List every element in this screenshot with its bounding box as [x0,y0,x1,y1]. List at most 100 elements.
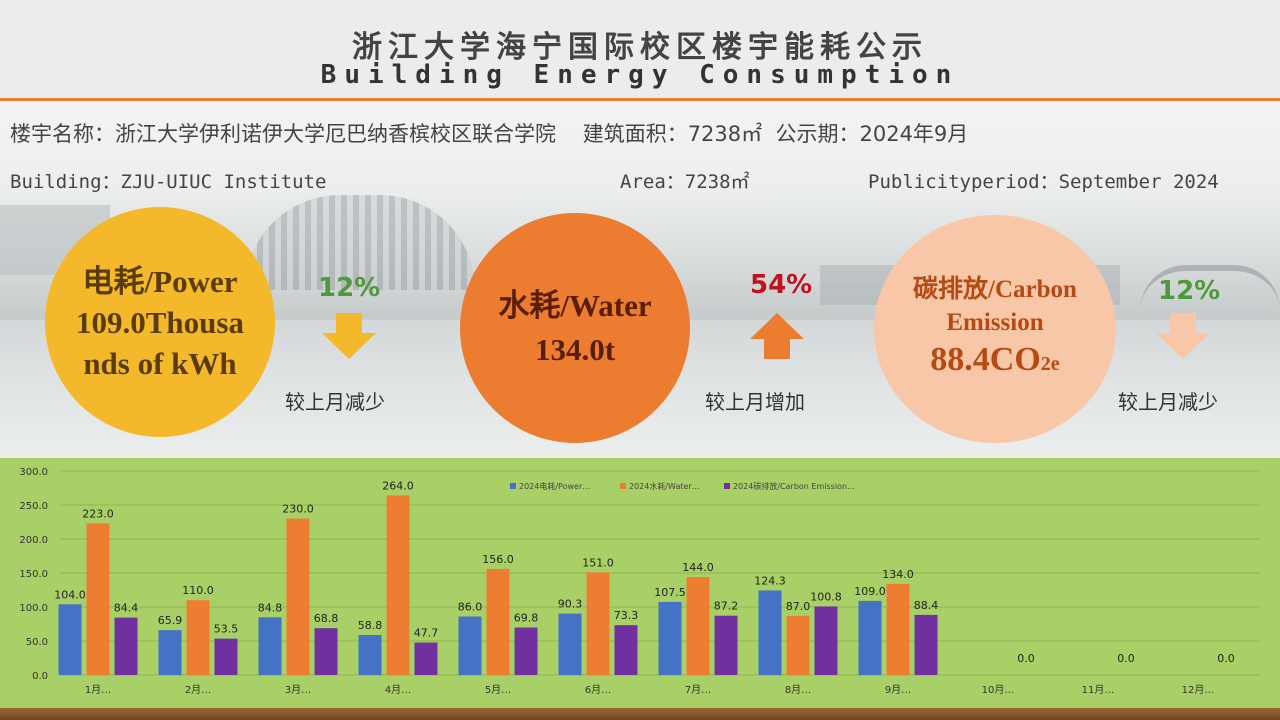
x-tick-label: 11月… [1082,684,1115,696]
data-label: 156.0 [482,553,514,566]
data-label: 264.0 [382,479,414,492]
water-circle: 水耗/Water 134.0t [460,213,690,443]
data-label: 58.8 [358,619,383,632]
bar [914,614,938,675]
building-area-en: Area：7238㎡ [620,171,750,193]
publicity-period-en: Publicityperiod：September 2024 [868,171,1219,193]
data-label: 88.4 [914,599,939,612]
power-unit: nds of kWh [83,345,237,381]
bar [158,630,182,675]
legend-label: 2024碳排放/Carbon Emission… [733,481,855,491]
bar [858,600,882,675]
legend-swatch [510,483,516,489]
y-tick-label: 300.0 [19,467,48,478]
data-label: 68.8 [314,612,339,625]
bar [258,617,282,675]
data-label: 223.0 [82,507,114,520]
bar [114,617,138,675]
carbon-change-percent: 12% [1158,276,1221,306]
bar [786,615,810,675]
bar [814,606,838,675]
data-label: 230.0 [282,503,314,516]
y-tick-label: 100.0 [19,603,48,614]
x-tick-label: 9月… [885,684,911,696]
power-value: 109.0Thousa [76,304,244,340]
bar [458,616,482,675]
page-title-cn: 浙江大学海宁国际校区楼宇能耗公示 [352,30,928,65]
water-change-note: 较上月增加 [705,390,805,414]
building-name-en: Building：ZJU-UIUC Institute [10,171,327,193]
x-tick-label: 3月… [285,684,311,696]
data-label: 87.2 [714,600,739,613]
bar [686,577,710,675]
bar [886,583,910,675]
water-change-percent: 54% [750,270,813,300]
legend-swatch [724,483,730,489]
data-label: 0.0 [1217,652,1235,665]
data-label: 47.7 [414,627,439,640]
bar [386,495,410,675]
legend-swatch [620,483,626,489]
data-label: 110.0 [182,584,214,597]
carbon-circle: 碳排放/Carbon Emission 88.4CO2e [874,215,1116,443]
bar [486,568,510,675]
data-label: 69.8 [514,612,539,625]
monthly-consumption-chart: 0.0 50.0 100.0 150.0 200.0 250.0 300.0 104.0 223… [19,467,1260,696]
chart-panel: 0.0 50.0 100.0 150.0 200.0 250.0 300.0 104.0 223… [0,458,1280,708]
data-label: 87.0 [786,600,811,613]
carbon-label-2: Emission [946,309,1044,336]
y-tick-label: 0.0 [32,671,48,682]
bar [358,635,382,675]
bar [758,590,782,675]
x-tick-label: 2月… [185,684,211,696]
header: 浙江大学海宁国际校区楼宇能耗公示 Building Energy Consump… [0,0,1280,100]
x-tick-label: 10月… [982,684,1015,696]
data-label: 84.4 [114,602,139,615]
water-up-arrow-icon [750,313,804,359]
bar [658,601,682,675]
carbon-value: 88.4CO2e [930,341,1060,378]
bar [558,613,582,675]
data-label: 107.5 [654,586,686,599]
data-label: 90.3 [558,598,583,611]
carbon-change-note: 较上月减少 [1118,390,1218,414]
x-tick-label: 8月… [785,684,811,696]
bar [614,625,638,675]
power-label: 电耗/Power [82,263,238,299]
y-tick-label: 250.0 [19,501,48,512]
y-tick-label: 50.0 [26,637,48,648]
bottom-wood-bar [0,708,1280,720]
carbon-down-arrow-icon [1156,313,1210,359]
data-label: 0.0 [1117,652,1135,665]
data-label: 84.8 [258,601,283,614]
bar [314,628,338,675]
data-label: 65.9 [158,614,183,627]
water-label: 水耗/Water [498,288,652,323]
carbon-label: 碳排放/Carbon [913,276,1077,303]
bar [186,600,210,675]
data-label: 73.3 [614,609,639,622]
bar [514,627,538,675]
building-info-cn: 楼宇名称：浙江大学伊利诺伊大学厄巴纳香槟校区联合学院 建筑面积：7238㎡ 公示… [10,122,969,146]
page-title-en: Building Energy Consumption [320,60,960,90]
x-tick-label: 7月… [685,684,711,696]
bar [414,642,438,675]
x-tick-label: 4月… [385,684,411,696]
data-label: 124.3 [754,574,786,587]
x-tick-label: 5月… [485,684,511,696]
background-arch [1140,265,1280,311]
power-down-arrow-icon [322,313,376,359]
data-label: 53.5 [214,623,239,636]
data-label: 100.8 [810,590,842,603]
bar [214,638,238,675]
data-label: 134.0 [882,568,914,581]
data-label: 0.0 [1017,652,1035,665]
bar [58,604,82,675]
legend-label: 2024水耗/Water… [629,481,700,491]
accent-divider [0,98,1280,101]
legend-label: 2024电耗/Power… [519,481,590,491]
power-circle: 电耗/Power 109.0Thousa nds of kWh [45,207,275,437]
water-value: 134.0t [534,332,616,367]
bar [714,615,738,675]
x-tick-label: 12月… [1182,684,1215,696]
